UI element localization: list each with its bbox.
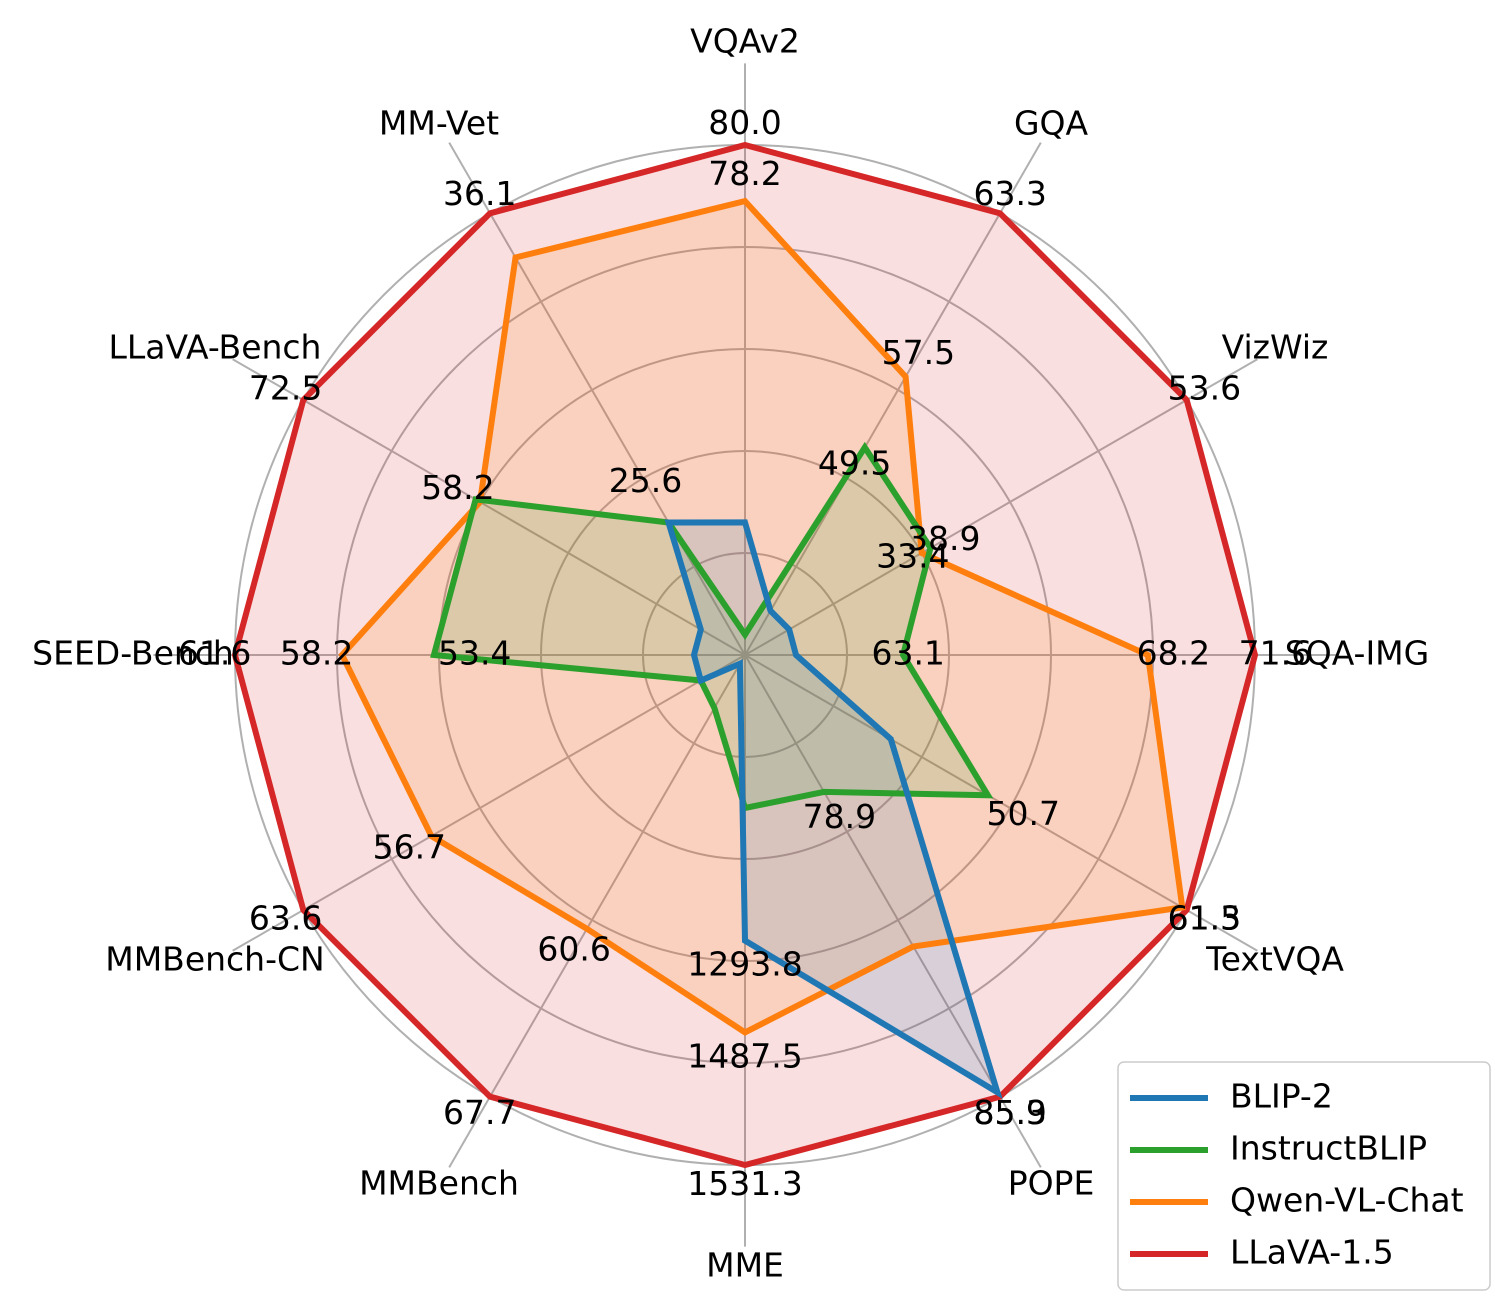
spoke-gqa: [744, 142, 1042, 656]
spoke-mmbench-cn: [232, 654, 746, 952]
value-label-llava-1-5: 80.0: [708, 103, 781, 142]
value-label-instructblip: 25.6: [609, 461, 682, 500]
axis-label-mm-vet: MM-Vet: [379, 103, 499, 142]
axis-label-gqa: GQA: [1014, 103, 1089, 142]
axis-label-sqa-img: SQA-IMG: [1285, 634, 1429, 673]
legend-label-instructblip: InstructBLIP: [1230, 1129, 1427, 1168]
spoke-textvqa: [744, 654, 1258, 952]
value-label-instructblip: 49.5: [818, 444, 891, 483]
value-label-llava-1-5: 53.6: [1168, 368, 1241, 407]
value-label-instructblip: 78.9: [803, 797, 876, 836]
value-label-llava-1-5: 61.5: [1168, 899, 1241, 938]
value-label-qwen-vl-chat: 61.3: [1168, 899, 1241, 938]
axis-label-vizwiz: VizWiz: [1222, 328, 1329, 367]
series-fill-instructblip: [433, 447, 988, 808]
series-lines: [231, 141, 1259, 1169]
value-label-llava-1-5: 63.6: [249, 899, 322, 938]
value-label-instructblip: 53.4: [438, 634, 511, 673]
axis-label-pope: POPE: [1008, 1164, 1095, 1203]
legend-label-qwen-vl-chat: Qwen-VL-Chat: [1230, 1181, 1464, 1220]
value-label-llava-1-5: 61.6: [178, 634, 251, 673]
axis-label-textvqa: TextVQA: [1205, 940, 1344, 979]
axis-labels: VQAv2 GQA VizWiz SQA-IMG TextVQA POPE MME MMBen…: [32, 22, 1429, 1285]
value-label-blip-2: 1293.8: [687, 945, 802, 984]
value-label-qwen-vl-chat: 38.9: [907, 519, 980, 558]
value-label-blip-2: 85.3: [973, 1093, 1046, 1132]
value-label-llava-1-5: 85.9: [973, 1093, 1046, 1132]
series-fill-blip-2: [668, 522, 998, 1093]
chart-legend: BLIP-2 InstructBLIP Qwen-VL-Chat LLaVA-1.5: [1117, 1061, 1491, 1291]
value-labels: 85.3 1293.8 49.5 33.4 63.1 50.7 78.9 53.4 25.6 78…: [178, 103, 1312, 1203]
spoke-vizwiz: [744, 358, 1258, 656]
axis-label-mmbench: MMBench: [359, 1164, 519, 1203]
axis-label-mme: MME: [706, 1246, 784, 1285]
series-fill-qwen-vl-chat: [342, 201, 1183, 1033]
axis-label-seed-bench: SEED-Bench: [32, 634, 234, 673]
series-line-blip-2: [664, 519, 1003, 1099]
value-label-llava-1-5: 67.7: [443, 1093, 516, 1132]
legend-label-blip-2: BLIP-2: [1230, 1077, 1333, 1116]
value-label-qwen-vl-chat: 56.7: [373, 827, 446, 866]
value-label-llava-1-5: 71.6: [1239, 634, 1312, 673]
series-line-llava-1-5: [231, 141, 1259, 1169]
value-label-instructblip: 33.4: [876, 537, 949, 576]
spoke-mm-vet: [448, 142, 746, 656]
spoke-mmbench: [448, 654, 746, 1168]
value-label-llava-1-5: 36.1: [443, 174, 516, 213]
value-label-llava-1-5: 72.5: [249, 368, 322, 407]
value-label-qwen-vl-chat: 1487.5: [687, 1036, 802, 1075]
value-label-qwen-vl-chat: 57.5: [882, 333, 955, 372]
value-label-qwen-vl-chat: 58.2: [421, 468, 494, 507]
value-label-qwen-vl-chat: 68.2: [1137, 634, 1210, 673]
value-label-qwen-vl-chat: 60.6: [537, 929, 610, 968]
legend-label-llava-1-5: LLaVA-1.5: [1230, 1233, 1394, 1272]
axis-label-vqav2: VQAv2: [690, 22, 800, 61]
value-label-qwen-vl-chat: 78.2: [708, 154, 781, 193]
value-label-llava-1-5: 63.3: [973, 174, 1046, 213]
spoke-llava-bench: [232, 358, 746, 656]
value-label-instructblip: 63.1: [871, 634, 944, 673]
series-fills: [235, 145, 1255, 1165]
value-label-qwen-vl-chat: 58.2: [280, 634, 353, 673]
value-label-instructblip: 50.7: [987, 794, 1060, 833]
legend-frame: [1117, 1061, 1491, 1291]
value-label-llava-1-5: 1531.3: [687, 1164, 802, 1203]
axis-label-llava-bench: LLaVA-Bench: [109, 328, 322, 367]
axis-label-mmbench-cn: MMBench-CN: [105, 940, 325, 979]
series-fill-llava-1-5: [235, 145, 1255, 1165]
